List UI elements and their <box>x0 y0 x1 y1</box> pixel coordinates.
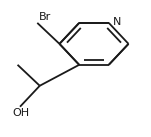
Text: OH: OH <box>13 108 30 118</box>
Text: Br: Br <box>39 12 51 22</box>
Text: N: N <box>112 17 121 27</box>
